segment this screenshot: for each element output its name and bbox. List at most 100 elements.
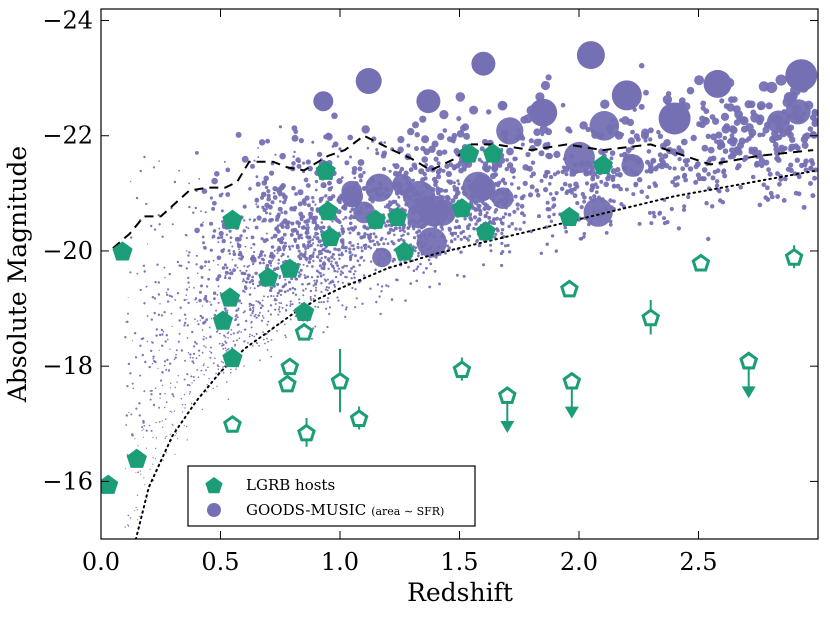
goods-music-point (216, 255, 222, 261)
goods-music-point (758, 157, 765, 164)
goods-music-point (680, 138, 688, 146)
goods-music-point (173, 180, 177, 184)
goods-music-point (264, 342, 266, 345)
goods-music-point (384, 194, 390, 199)
goods-music-point (665, 220, 670, 225)
goods-music-point (554, 191, 559, 196)
goods-music-point (701, 167, 708, 173)
goods-music-point (495, 183, 501, 188)
goods-music-point (633, 133, 640, 140)
goods-music-point (266, 295, 269, 298)
goods-music-point (604, 231, 609, 235)
goods-music-point (174, 356, 177, 359)
goods-music-point (638, 62, 645, 69)
goods-music-point (606, 173, 612, 179)
goods-music-point (451, 132, 458, 139)
goods-music-point (413, 249, 417, 253)
goods-music-point (220, 248, 225, 254)
goods-music-point (217, 368, 220, 371)
y-tick-label: −24 (42, 7, 93, 35)
lgrb-open-marker (294, 322, 314, 341)
goods-music-point (507, 224, 512, 229)
goods-music-point (694, 75, 705, 86)
goods-music-point (520, 142, 525, 147)
goods-music-point (196, 369, 199, 371)
goods-music-point (436, 174, 442, 180)
goods-music-point (145, 285, 148, 288)
goods-music-point (208, 268, 211, 271)
goods-music-point (310, 276, 314, 279)
goods-music-point (258, 283, 262, 286)
goods-music-point (508, 250, 512, 254)
goods-music-point (183, 378, 186, 381)
lgrb-open-marker (223, 414, 242, 433)
goods-music-point (293, 205, 298, 210)
goods-music-point (216, 237, 220, 240)
goods-music-point (160, 314, 164, 317)
goods-music-point (801, 111, 806, 117)
goods-music-point (139, 344, 142, 347)
goods-music-point (297, 225, 301, 228)
goods-music-point (333, 283, 336, 287)
goods-music-point (270, 236, 274, 240)
goods-music-point (590, 129, 596, 134)
goods-music-point (348, 216, 353, 220)
goods-music-point (360, 249, 364, 253)
goods-music-point (341, 232, 344, 236)
goods-music-point (172, 395, 175, 398)
goods-music-point (256, 342, 258, 345)
goods-music-point (396, 278, 399, 282)
goods-music-point (291, 161, 296, 166)
goods-music-point (230, 371, 232, 374)
goods-music-point (334, 261, 338, 265)
goods-music-point (266, 189, 271, 194)
goods-music-point (545, 74, 552, 81)
goods-music-point (150, 224, 153, 228)
goods-music-point (320, 256, 323, 260)
goods-music-point (144, 360, 147, 364)
goods-music-point (547, 207, 552, 212)
goods-music-point (352, 273, 356, 276)
goods-music-point (234, 343, 237, 346)
goods-music-point (361, 125, 370, 134)
goods-music-point (388, 255, 392, 258)
goods-music-point (383, 248, 387, 252)
goods-music-point (331, 112, 338, 120)
goods-music-point (421, 135, 430, 144)
goods-music-point (393, 226, 398, 231)
goods-music-point (572, 187, 577, 192)
goods-music-point (704, 201, 709, 206)
goods-music-point (316, 244, 319, 247)
goods-music-point (505, 188, 509, 193)
goods-music-point (611, 80, 642, 111)
goods-music-point (201, 329, 204, 331)
goods-music-point (263, 254, 267, 257)
goods-music-point (303, 219, 308, 224)
goods-music-point (305, 159, 311, 165)
goods-music-point (808, 181, 813, 186)
goods-music-point (600, 99, 610, 109)
goods-music-point (221, 238, 226, 244)
goods-music-point (274, 308, 277, 311)
goods-music-point (337, 253, 341, 257)
goods-music-point (387, 285, 390, 288)
goods-music-point (242, 204, 247, 209)
goods-music-point (377, 243, 380, 246)
goods-music-point (340, 251, 343, 254)
goods-music-point (304, 256, 309, 261)
goods-music-point (701, 117, 710, 126)
goods-music-point (213, 297, 216, 301)
goods-music-point (198, 290, 202, 294)
goods-music-point (349, 155, 352, 159)
goods-music-point (705, 133, 711, 139)
goods-music-point (250, 320, 253, 323)
goods-music-point (174, 299, 177, 301)
goods-music-point (572, 162, 578, 168)
goods-music-point (736, 115, 743, 122)
goods-music-point (266, 337, 268, 340)
goods-music-point (328, 260, 331, 263)
goods-music-point (215, 277, 220, 282)
goods-music-point (249, 314, 252, 317)
goods-music-point (353, 254, 357, 258)
lgrb-limit-marker (739, 351, 759, 370)
